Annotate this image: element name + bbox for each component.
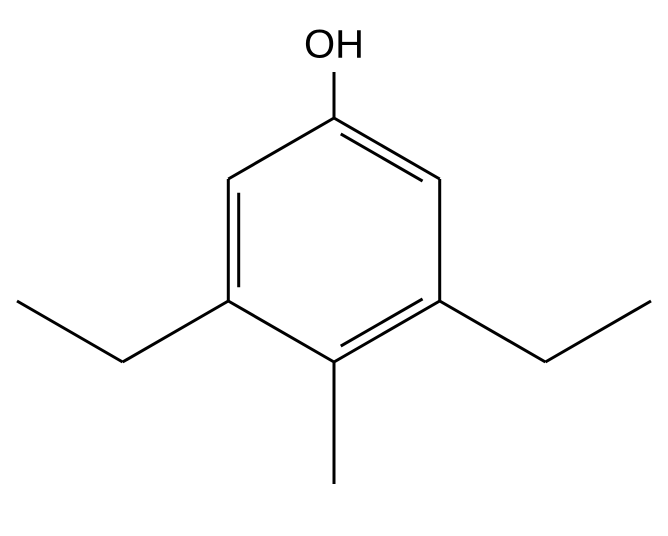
label-layer: OH: [304, 23, 364, 67]
bond-layer: [17, 72, 651, 484]
ring-double-C3-C4: [341, 299, 423, 346]
bond-c5-ch2: [123, 301, 229, 362]
bond-c3-ch3: [545, 301, 651, 362]
ring-bond-C3-C4: [334, 301, 440, 362]
molecule-canvas: OH: [0, 0, 668, 536]
ring-double-C1-C2: [341, 134, 423, 181]
ring-bond-C1-C2: [334, 118, 440, 179]
bond-c5-ch3: [17, 301, 123, 362]
bond-c3-ch2: [440, 301, 546, 362]
ring-bond-C4-C5: [228, 301, 334, 362]
oh-label: OH: [304, 23, 364, 67]
ring-bond-C6-C1: [228, 118, 334, 179]
